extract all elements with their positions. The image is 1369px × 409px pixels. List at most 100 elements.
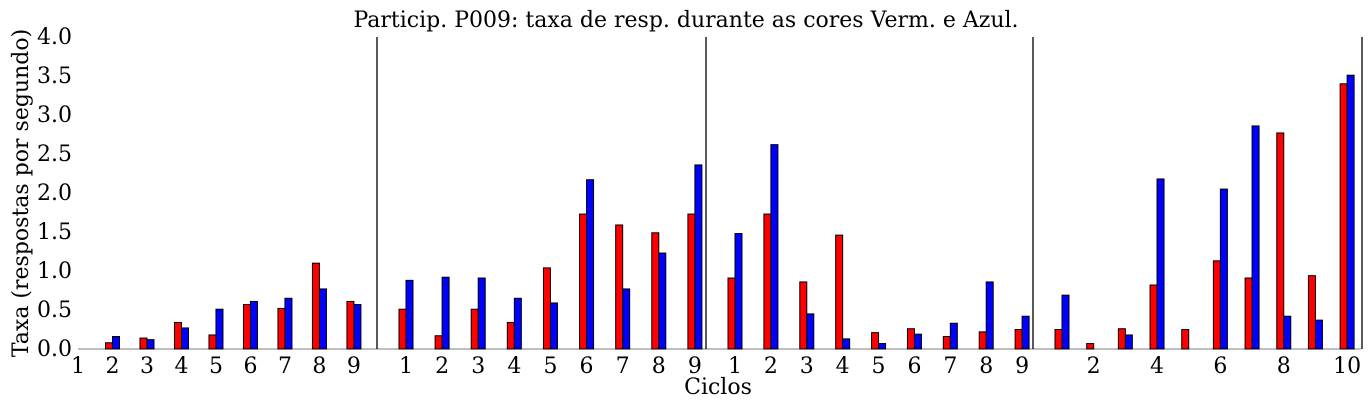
- x-tick-label: 4: [836, 354, 850, 379]
- x-tick-label: 3: [140, 354, 154, 379]
- bar-red: [470, 308, 479, 350]
- bar-blue: [353, 304, 362, 350]
- x-tick-label: 8: [312, 354, 326, 379]
- x-tick-label: 5: [872, 354, 886, 379]
- bar-red: [1307, 275, 1316, 350]
- x-tick-label: 6: [580, 354, 594, 379]
- bar-red: [651, 232, 660, 350]
- bar-red: [871, 332, 880, 350]
- y-tick-label: 4.0: [37, 25, 72, 50]
- x-tick-label: 3: [800, 354, 814, 379]
- x-tick-label: 4: [1150, 354, 1164, 379]
- x-tick-label: 1: [71, 354, 85, 379]
- bar-blue: [249, 300, 258, 350]
- bar-red: [1149, 284, 1158, 350]
- bar-blue: [549, 302, 558, 350]
- bar-red: [687, 213, 696, 350]
- y-tick-label: 2.5: [37, 142, 72, 167]
- x-tick-label: 10: [1333, 354, 1361, 379]
- bar-red: [1117, 328, 1126, 350]
- bar-red: [398, 308, 407, 350]
- bar-red: [615, 224, 624, 350]
- x-tick-label: 6: [243, 354, 257, 379]
- chart-title: Particip. P009: taxa de resp. durante as…: [353, 8, 1018, 33]
- bar-red: [799, 281, 808, 350]
- bar-red: [1086, 343, 1095, 350]
- x-tick-label: 8: [1277, 354, 1291, 379]
- y-tick-label: 0.0: [37, 337, 72, 362]
- bar-red: [104, 342, 113, 350]
- bar-red: [579, 213, 588, 350]
- bar-blue: [878, 343, 887, 350]
- x-tick-label: 2: [435, 354, 449, 379]
- bar-red: [835, 234, 844, 350]
- bar-red: [1212, 260, 1221, 350]
- x-tick-label: 7: [943, 354, 957, 379]
- bar-blue: [111, 336, 120, 350]
- bar-blue: [1346, 74, 1355, 350]
- x-tick-label: 2: [764, 354, 778, 379]
- bar-blue: [694, 164, 703, 350]
- x-tick-label: 1: [399, 354, 413, 379]
- bar-red: [906, 328, 915, 350]
- bar-blue: [513, 297, 522, 350]
- y-tick-label: 1.0: [37, 259, 72, 284]
- bar-red: [277, 307, 286, 350]
- bar-blue: [734, 233, 743, 350]
- bar-red: [942, 336, 951, 350]
- x-tick-label: 7: [278, 354, 292, 379]
- bar-blue: [405, 279, 414, 350]
- bar-red: [727, 277, 736, 350]
- x-tick-label: 5: [209, 354, 223, 379]
- x-tick-label: 5: [543, 354, 557, 379]
- bar-red: [173, 321, 182, 350]
- x-tick-label: 8: [979, 354, 993, 379]
- bar-blue: [1251, 125, 1260, 350]
- bar-blue: [622, 288, 631, 350]
- bar-red: [1054, 329, 1063, 350]
- bar-red: [1014, 329, 1023, 350]
- x-axis-label: Ciclos: [684, 375, 752, 400]
- bar-red: [978, 331, 987, 350]
- bar-blue: [1124, 334, 1133, 350]
- bar-red: [311, 262, 320, 350]
- bar-blue: [806, 313, 815, 350]
- bar-blue: [477, 277, 486, 350]
- x-tick-label: 9: [688, 354, 702, 379]
- bar-blue: [658, 252, 667, 350]
- x-tick-label: 3: [471, 354, 485, 379]
- bar-red: [1244, 277, 1253, 350]
- bar-blue: [1021, 315, 1030, 350]
- bar-red: [1339, 83, 1348, 350]
- bar-blue: [1283, 315, 1292, 350]
- bar-blue: [1156, 178, 1165, 350]
- x-tick-label: 8: [652, 354, 666, 379]
- y-axis-label: Taxa (respostas por segundo): [9, 29, 34, 357]
- x-tick-label: 2: [1087, 354, 1101, 379]
- bar-blue: [985, 281, 994, 350]
- bar-red: [506, 321, 515, 350]
- x-tick-label: 4: [507, 354, 521, 379]
- x-tick-label: 6: [907, 354, 921, 379]
- x-tick-label: 2: [105, 354, 119, 379]
- bar-red: [139, 337, 148, 350]
- bar-blue: [284, 297, 293, 350]
- x-tick-label: 9: [347, 354, 361, 379]
- bar-red: [1276, 132, 1285, 350]
- bar-blue: [146, 339, 155, 350]
- bar-blue: [913, 333, 922, 350]
- bar-blue: [215, 308, 224, 350]
- bar-blue: [842, 338, 851, 350]
- y-tick-label: 1.5: [37, 220, 72, 245]
- bar-blue: [1061, 294, 1070, 350]
- x-tick-label: 9: [1015, 354, 1029, 379]
- bar-red: [434, 335, 443, 350]
- bar-blue: [1219, 188, 1228, 350]
- bar-blue: [318, 288, 327, 350]
- bar-blue: [441, 276, 450, 350]
- bar-red: [542, 267, 551, 350]
- y-tick-label: 3.0: [37, 103, 72, 128]
- bar-red: [1181, 329, 1190, 350]
- y-tick-label: 2.0: [37, 181, 72, 206]
